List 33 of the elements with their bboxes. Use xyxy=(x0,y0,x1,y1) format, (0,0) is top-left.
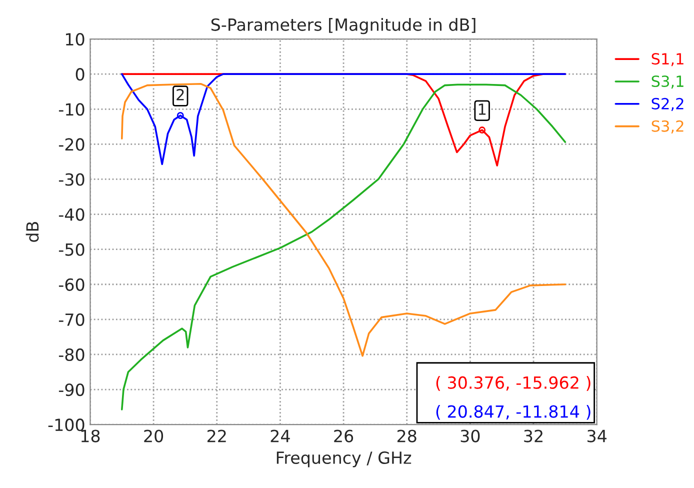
x-tick-label: 30 xyxy=(460,430,480,442)
x-tick-label: 32 xyxy=(524,430,542,442)
x-tick-label: 26 xyxy=(334,430,354,442)
line-series xyxy=(120,82,566,357)
legend-label: S3,2 xyxy=(652,120,684,134)
legend-label: S1,1 xyxy=(652,53,684,66)
y-tick-label: -70 xyxy=(58,313,84,326)
y-tick-label: -80 xyxy=(58,348,84,362)
x-tick-label: 22 xyxy=(207,430,226,442)
y-axis-title: dB xyxy=(26,222,39,242)
y-tick-label: -60 xyxy=(58,278,84,291)
y-tick-label: 0 xyxy=(76,68,84,81)
x-axis-title: Frequency / GHz xyxy=(276,451,412,468)
legend-label: S2,2 xyxy=(652,98,684,112)
y-tick-label: -100 xyxy=(48,418,84,432)
y-tick-label: -30 xyxy=(58,173,84,186)
y-tick-label: 10 xyxy=(66,33,84,46)
annotation: 2 xyxy=(176,88,184,100)
x-tick-label: 34 xyxy=(588,430,607,442)
y-tick-label: -10 xyxy=(58,103,84,116)
y-tick-label: -50 xyxy=(58,243,84,256)
y-tick-label: -40 xyxy=(58,208,84,221)
y-tick-label: -20 xyxy=(58,138,84,151)
annotation: ( 30.376, -15.962 ) xyxy=(436,376,590,391)
y-tick-label: -90 xyxy=(58,383,84,396)
x-tick-label: 18 xyxy=(81,430,100,442)
annotation: 1 xyxy=(478,104,486,115)
legend-label: S3,1 xyxy=(652,75,684,89)
x-tick-label: 28 xyxy=(397,430,416,442)
chart-title: S-Parameters [Magnitude in dB] xyxy=(211,18,476,34)
x-tick-label: 20 xyxy=(144,430,164,442)
annotation: ( 20.847, -11.814 ) xyxy=(436,404,590,420)
x-tick-label: 24 xyxy=(270,430,290,442)
